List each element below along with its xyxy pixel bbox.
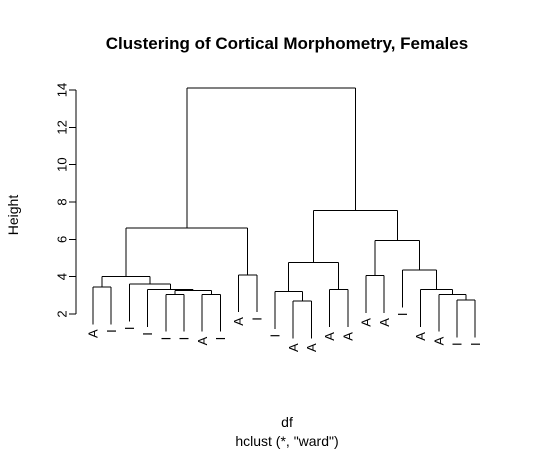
leaf-label: I [213,337,228,341]
y-tick-label: 14 [55,83,70,97]
leaf-label: A [431,336,446,345]
leaf-label: I [140,332,155,336]
leaf-label: A [86,329,101,338]
x-axis-label: df [281,414,293,430]
leaf-label: A [359,318,374,327]
chart-title: Clustering of Cortical Morphometry, Fema… [106,34,468,53]
y-axis-label: Height [5,195,21,236]
leaf-label: I [468,342,483,346]
leaf-label: A [322,332,337,341]
leaf-label: A [195,336,210,345]
leaf-label: I [395,312,410,316]
leaf-label: I [268,334,283,338]
y-axis: 2 4 6 8 10 12 14 [55,83,77,318]
method-sublabel: hclust (*, "ward") [235,433,338,449]
leaf-label: A [231,317,246,326]
leaf-label: A [286,343,301,352]
leaf-label: I [158,337,173,341]
leaf-label: I [450,342,465,346]
y-tick-label: 12 [55,120,70,134]
y-tick-label: 6 [55,236,70,243]
leaf-label: A [413,332,428,341]
leaf-label: I [122,326,137,330]
y-tick-label: 8 [55,198,70,205]
y-tick-label: 4 [55,273,70,280]
leaf-label: I [104,329,119,333]
leaf-label: A [304,343,319,352]
leaf-label: I [177,337,192,341]
dendrogram-branches [92,87,476,339]
y-tick-label: 2 [55,310,70,317]
leaf-label: A [340,332,355,341]
leaf-label: A [377,318,392,327]
leaf-label: I [249,317,264,321]
y-tick-label: 10 [55,157,70,171]
